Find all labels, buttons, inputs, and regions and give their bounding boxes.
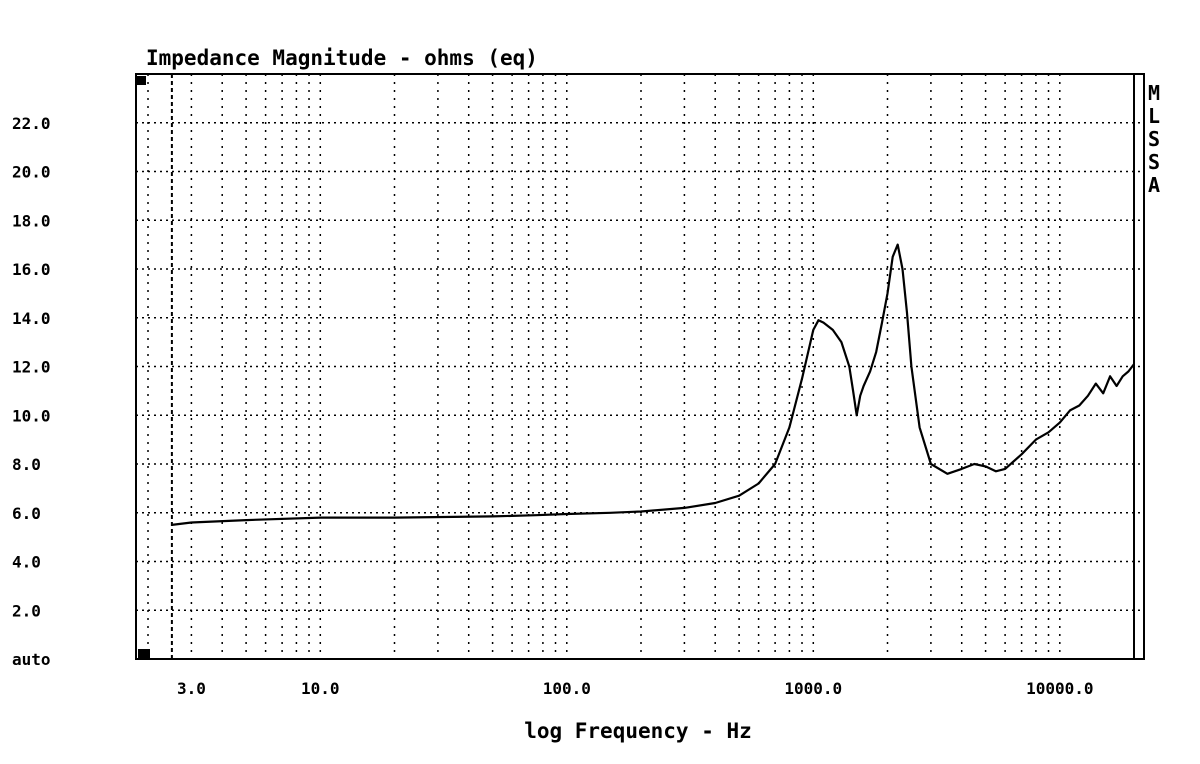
series-layer [171, 243, 1135, 526]
y-tick-label: 14.0 [12, 309, 51, 328]
y-tick-labels: auto 2.0 4.0 6.0 8.0 10.0 12.0 14.0 16.0 18.0 20.0… [12, 114, 51, 669]
y-tick-label: 10.0 [12, 406, 51, 425]
y-tick-label: 18.0 [12, 211, 51, 230]
top-marker-square [137, 76, 146, 85]
plot-frame [135, 73, 1145, 660]
y-tick-label: 16.0 [12, 260, 51, 279]
y-tick-label: 8.0 [12, 455, 41, 474]
y-tick-label: 22.0 [12, 114, 51, 133]
side-label-letter: A [1148, 173, 1160, 197]
x-tick-label: 1000.0 [784, 679, 842, 698]
grid-lines [136, 74, 1144, 659]
side-label-letter: L [1148, 104, 1160, 128]
side-label-letter: M [1148, 81, 1160, 105]
y-tick-label: 6.0 [12, 504, 41, 523]
side-label-letter: S [1148, 127, 1160, 151]
y-tick-label: 12.0 [12, 358, 51, 377]
x-tick-label: 10000.0 [1026, 679, 1093, 698]
x-tick-label: 100.0 [543, 679, 591, 698]
y-tick-label: auto [12, 650, 51, 669]
x-tick-labels: 3.0 10.0 100.0 1000.0 10000.0 [177, 679, 1094, 698]
x-tick-label: 10.0 [301, 679, 340, 698]
x-tick-label: 3.0 [177, 679, 206, 698]
bottom-marker-square [138, 649, 150, 659]
y-tick-label: 4.0 [12, 553, 41, 572]
chart-title: Impedance Magnitude - ohms (eq) [146, 46, 538, 70]
y-tick-label: 2.0 [12, 601, 41, 620]
y-tick-label: 20.0 [12, 163, 51, 182]
series-line-0 [171, 243, 1135, 526]
side-label-letter: S [1148, 150, 1160, 174]
x-axis-label: log Frequency - Hz [524, 719, 752, 743]
